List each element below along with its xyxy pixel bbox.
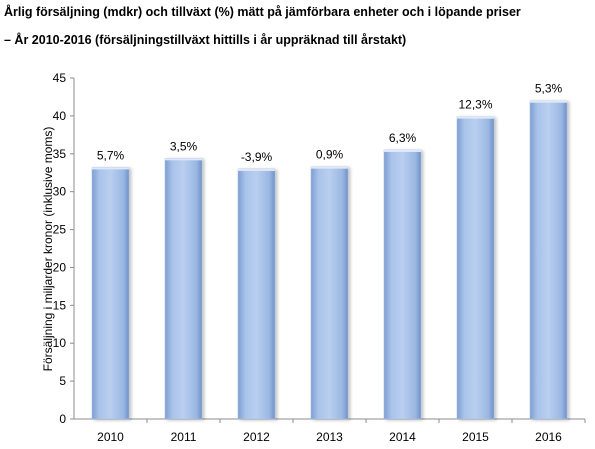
bar-top-highlight	[92, 167, 129, 170]
bar-top-highlight	[238, 168, 275, 171]
y-tick-label: 10	[53, 336, 67, 350]
y-tick-label: 25	[53, 223, 67, 237]
axes: 0 5 10 15 20 25 30 35 40 45 2010 2011 2012 2013 2014 20…	[53, 71, 586, 444]
data-labels: 5,7% 3,5% -3,9% 0,9% 6,3% 12,3% 5,3%	[97, 82, 563, 164]
bar-2010	[91, 167, 130, 420]
bar-2013	[310, 166, 349, 420]
chart-title: Årlig försäljning (mdkr) och tillväxt (%…	[4, 5, 521, 19]
x-tick-label: 2015	[462, 430, 489, 444]
bar-2016	[529, 100, 568, 420]
data-label: 3,5%	[170, 139, 198, 153]
y-tick-label: 20	[53, 260, 67, 274]
x-tick-label: 2014	[389, 430, 416, 444]
x-tick-label: 2012	[243, 430, 270, 444]
data-label: 0,9%	[316, 148, 344, 162]
y-axis-label: Försäljning i miljarder kronor (inklusiv…	[41, 127, 55, 372]
y-tick-label: 45	[53, 71, 67, 85]
x-tick-label: 2010	[97, 430, 124, 444]
y-tick-label: 5	[59, 374, 66, 388]
y-tick-label: 35	[53, 147, 67, 161]
y-tick-label: 0	[59, 412, 66, 426]
x-tick-label: 2013	[316, 430, 343, 444]
bar-top-highlight	[165, 158, 202, 161]
bar-2012	[237, 168, 276, 420]
x-tick-label: 2011	[171, 430, 197, 444]
bar-2014	[383, 149, 422, 420]
bar-2015	[456, 116, 495, 420]
data-label: -3,9%	[241, 150, 273, 164]
bar-top-highlight	[384, 149, 421, 152]
data-label: 6,3%	[389, 131, 417, 145]
y-tick-label: 30	[53, 185, 67, 199]
data-label: 5,3%	[535, 82, 563, 96]
data-label: 12,3%	[458, 98, 492, 112]
y-tick-label: 15	[53, 298, 67, 312]
bar-top-highlight	[457, 116, 494, 119]
bar-top-highlight	[530, 100, 567, 103]
data-label: 5,7%	[97, 148, 125, 162]
bar-top-highlight	[311, 166, 348, 169]
bar-2011	[164, 158, 203, 420]
x-tick-label: 2016	[535, 430, 562, 444]
y-tick-label: 40	[53, 109, 67, 123]
chart-subtitle: – År 2010-2016 (försäljningstillväxt hit…	[4, 33, 407, 47]
bars	[91, 100, 568, 420]
